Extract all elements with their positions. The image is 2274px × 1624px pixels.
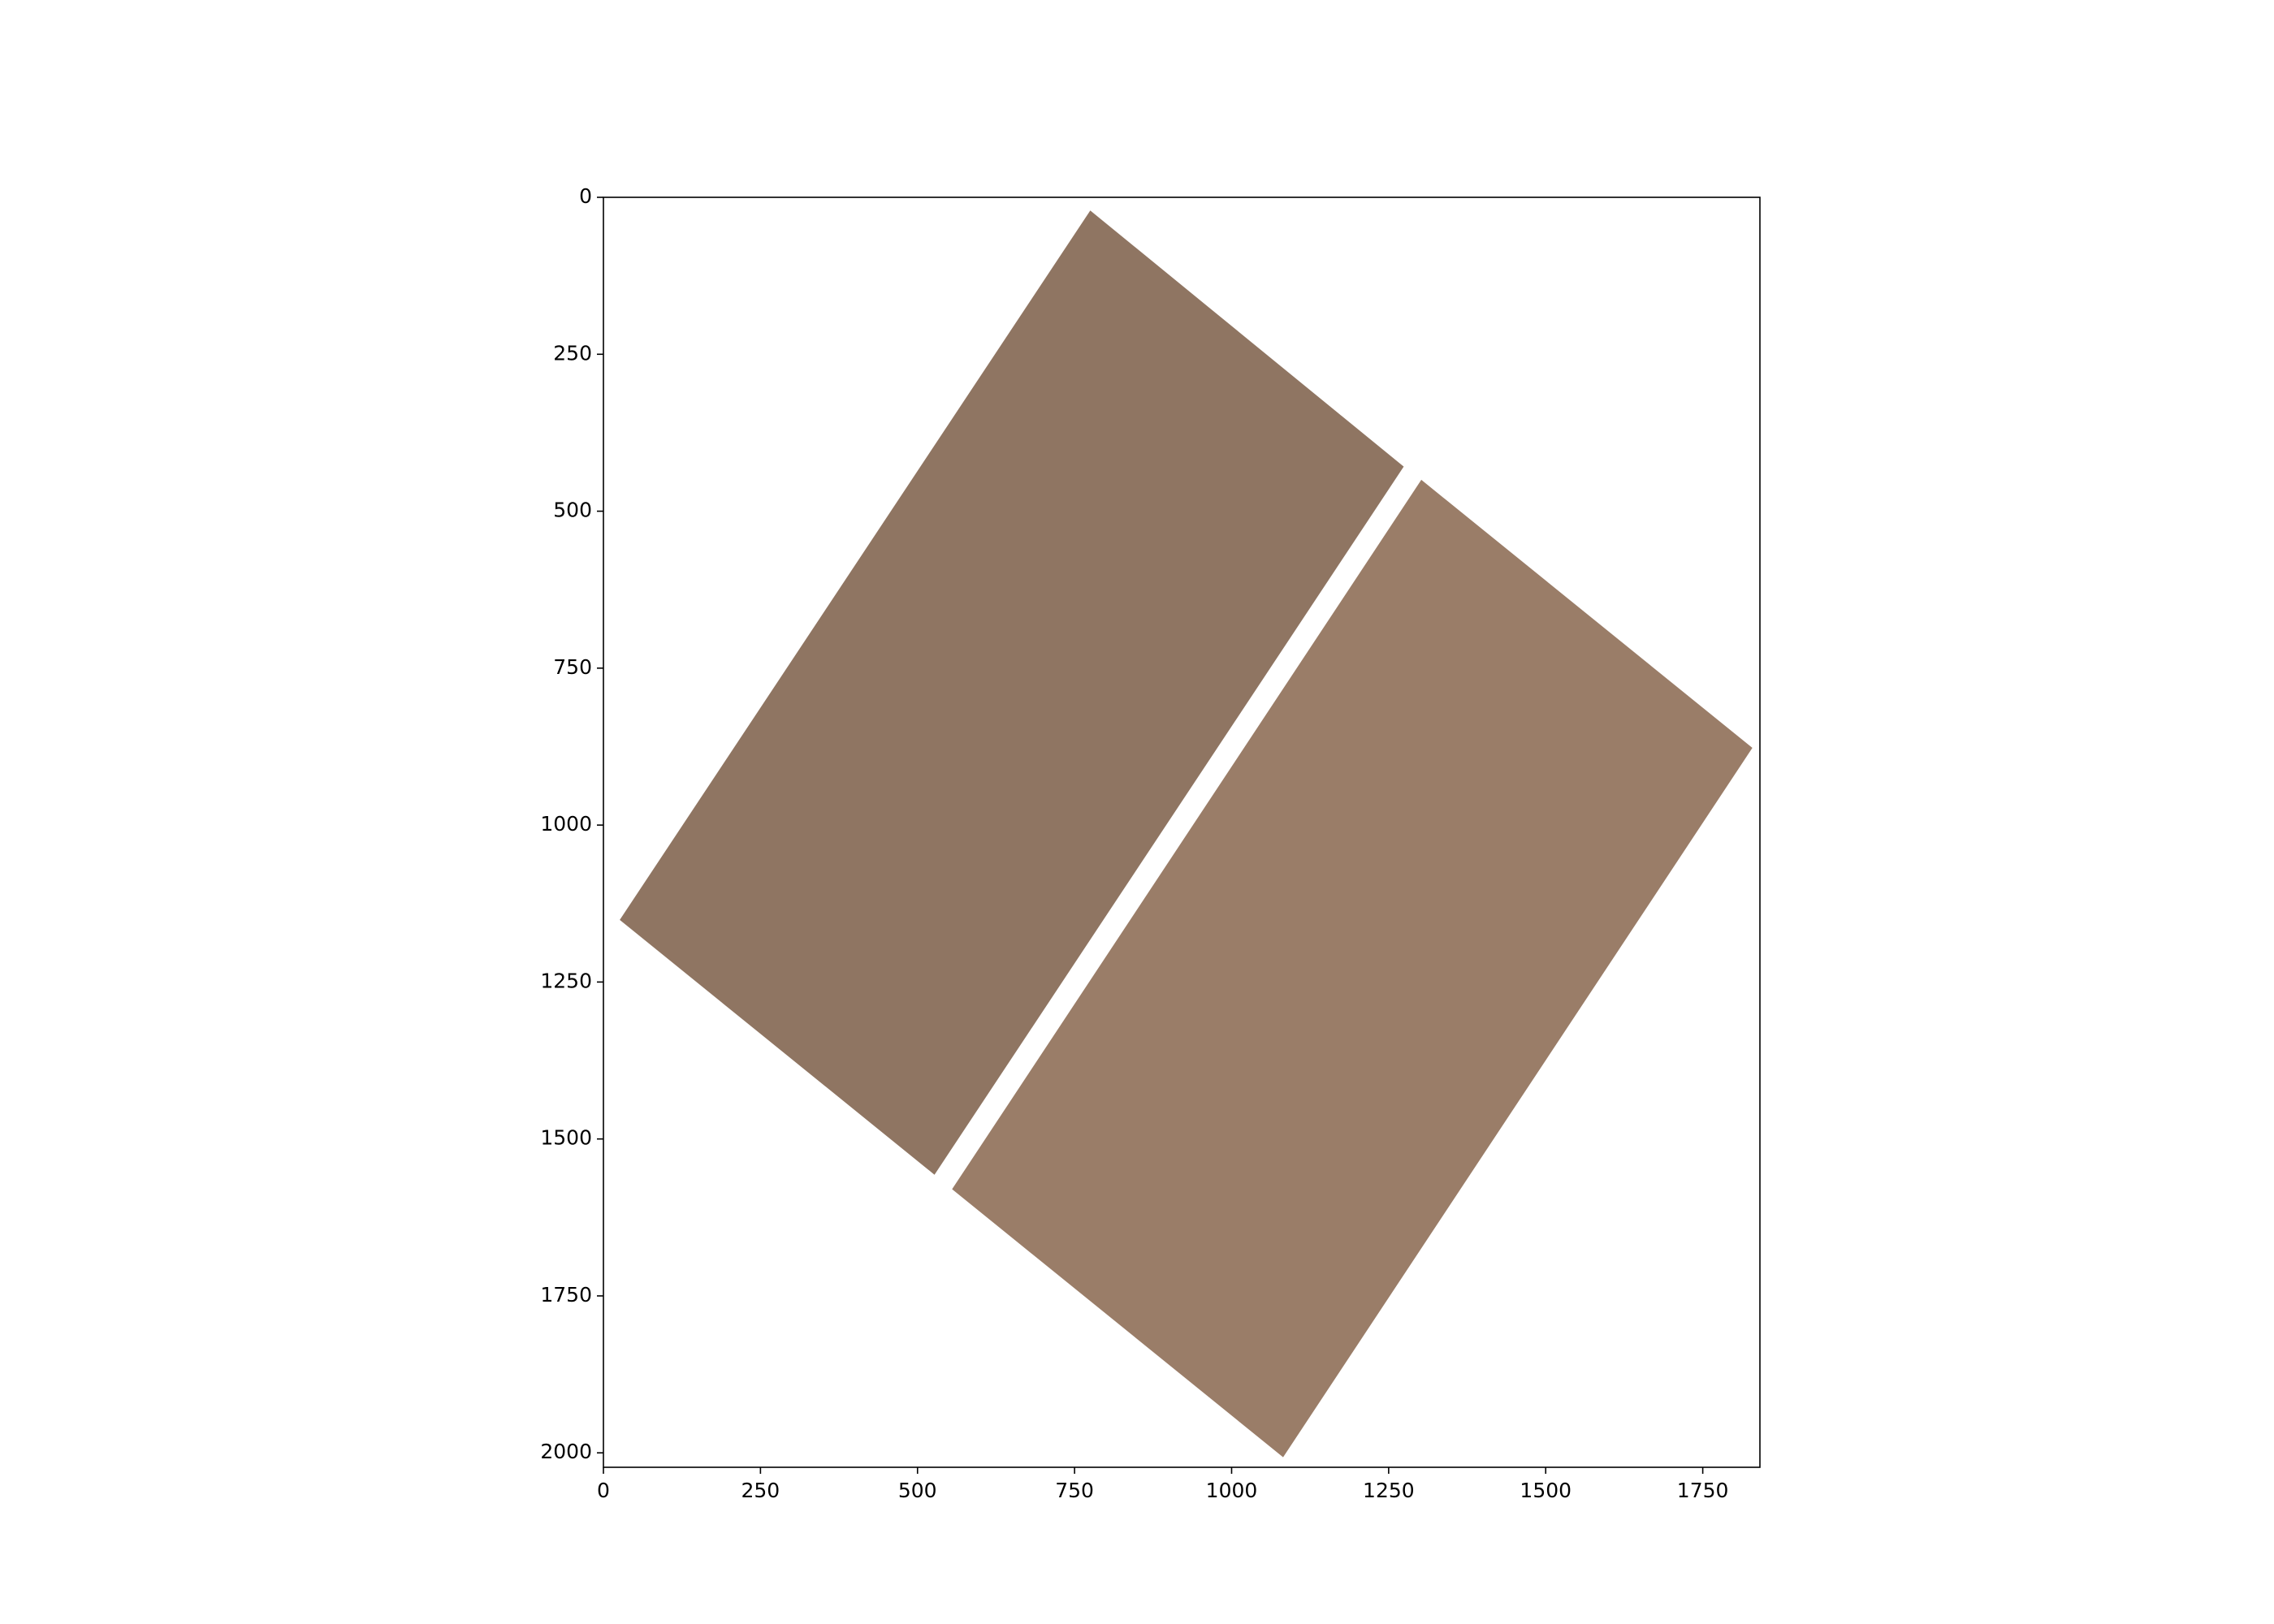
y-tick-label: 1250 xyxy=(540,969,592,992)
y-tick-label: 750 xyxy=(553,655,592,679)
x-tick-label: 1750 xyxy=(1677,1479,1729,1502)
plot-area xyxy=(620,210,1753,1458)
y-tick-label: 2000 xyxy=(540,1440,592,1463)
x-tick-label: 750 xyxy=(1055,1479,1094,1502)
x-tick-label: 500 xyxy=(898,1479,937,1502)
y-tick-label: 1750 xyxy=(540,1283,592,1307)
y-tick-label: 0 xyxy=(579,184,592,208)
axes-frame xyxy=(603,197,1761,1468)
y-tick-label: 1500 xyxy=(540,1126,592,1150)
y-tick-label: 500 xyxy=(553,499,592,522)
x-tick-label: 250 xyxy=(741,1479,780,1502)
y-tick-label: 1000 xyxy=(540,812,592,836)
image-region xyxy=(952,479,1753,1458)
image-region xyxy=(620,210,1404,1175)
x-tick-label: 0 xyxy=(597,1479,610,1502)
x-tick-label: 1250 xyxy=(1363,1479,1415,1502)
x-tick-label: 1500 xyxy=(1520,1479,1571,1502)
y-tick-label: 250 xyxy=(553,341,592,365)
x-tick-label: 1000 xyxy=(1206,1479,1258,1502)
